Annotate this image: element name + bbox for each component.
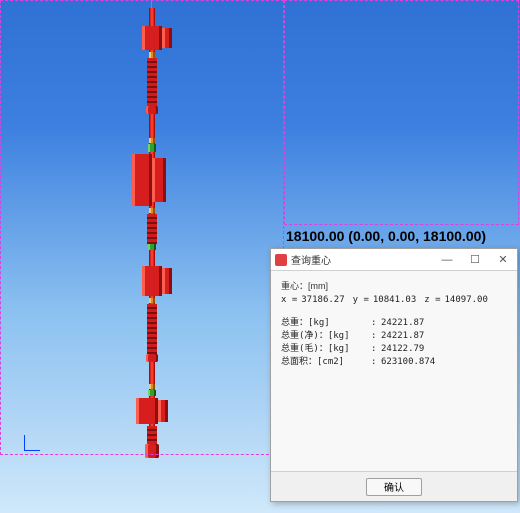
row-value: 24221.87 (381, 317, 461, 330)
mass-section: 总重：[kg] : 24221.87 总重(净)：[kg] : 24221.87… (281, 317, 507, 369)
minimize-button[interactable]: — (433, 250, 461, 270)
dialog-title: 查询重心 (291, 252, 433, 267)
cad-viewport[interactable]: 18100.00 (0.00, 0.00, 18100.00) 查询重心 — ☐… (0, 0, 520, 513)
centroid-y-label: y = (353, 294, 369, 307)
centroid-dialog[interactable]: 查询重心 — ☐ ✕ 重心：[mm] x = 37186.27 y = 1084… (270, 248, 518, 502)
mass-row: 总面积：[cm2] : 623100.874 (281, 356, 507, 369)
selection-rectangle (284, 0, 519, 225)
mass-row: 总重(毛)：[kg] : 24122.79 (281, 343, 507, 356)
centroid-z-label: z = (424, 294, 440, 307)
centroid-y-value: 10841.03 (373, 294, 416, 307)
row-label: 总重(毛)：[kg] (281, 343, 371, 356)
dialog-titlebar[interactable]: 查询重心 — ☐ ✕ (271, 249, 517, 271)
row-label: 总重：[kg] (281, 317, 371, 330)
centroid-header: 重心：[mm] (281, 279, 507, 292)
selection-rectangle (0, 0, 284, 455)
row-label: 总面积：[cm2] (281, 356, 371, 369)
dialog-body: 重心：[mm] x = 37186.27 y = 10841.03 z = 14… (271, 271, 517, 471)
mass-row: 总重：[kg] : 24221.87 (281, 317, 507, 330)
dialog-icon (275, 254, 287, 266)
maximize-button[interactable]: ☐ (461, 250, 489, 270)
centroid-x-value: 37186.27 (301, 294, 344, 307)
dialog-footer: 确认 (271, 471, 517, 501)
row-value: 24122.79 (381, 343, 461, 356)
centroid-row: x = 37186.27 y = 10841.03 z = 14097.00 (281, 294, 507, 307)
coordinate-readout: 18100.00 (0.00, 0.00, 18100.00) (286, 228, 486, 244)
mass-row: 总重(净)：[kg] : 24221.87 (281, 330, 507, 343)
close-button[interactable]: ✕ (489, 250, 517, 270)
row-value: 24221.87 (381, 330, 461, 343)
axis-triad-icon (10, 435, 40, 465)
centroid-z-value: 14097.00 (445, 294, 488, 307)
centroid-x-label: x = (281, 294, 297, 307)
row-label: 总重(净)：[kg] (281, 330, 371, 343)
row-value: 623100.874 (381, 356, 461, 369)
ok-button[interactable]: 确认 (366, 478, 422, 496)
